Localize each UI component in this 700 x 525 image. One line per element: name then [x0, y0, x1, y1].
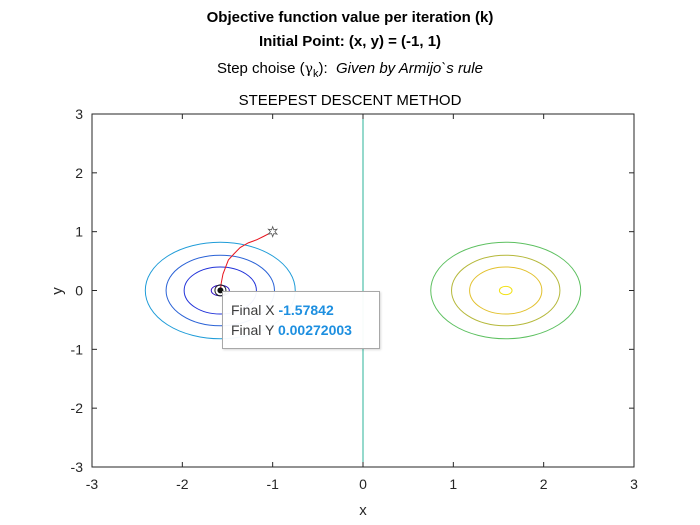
- datatip-y-label: Final Y: [231, 322, 275, 338]
- axes-title: STEEPEST DESCENT METHOD: [238, 92, 462, 109]
- contour-line-1: [183, 266, 257, 315]
- y-tick-label: -1: [71, 341, 84, 357]
- x-tick-label: 0: [359, 476, 367, 492]
- figure-title-line2: Initial Point: (x, y) = (-1, 1): [258, 33, 442, 50]
- x-tick-label: 3: [630, 476, 638, 492]
- datatip-y-value: 0.00272003: [277, 322, 352, 338]
- gamma-symbol: γ: [304, 61, 313, 77]
- datatip-x-value: -1.57842: [278, 302, 334, 318]
- step-rule: Given by Armijo`s rule: [335, 60, 483, 77]
- y-tick-label: 3: [75, 106, 83, 122]
- y-axis-label: y: [49, 287, 66, 295]
- contour-line-5: [430, 241, 582, 340]
- datatip-x-row: Final X -1.57842: [231, 300, 379, 320]
- contour-line-7: [469, 266, 543, 315]
- datatip-y-row: Final Y 0.00272003: [231, 320, 379, 340]
- y-tick-label: 1: [75, 224, 83, 240]
- x-axis-label: x: [359, 502, 367, 519]
- step-label: Step choise (: [217, 60, 305, 77]
- datatip-x-label: Final X: [231, 302, 275, 318]
- contour-line-2: [165, 254, 275, 327]
- step-label-suffix: ):: [318, 60, 328, 77]
- gamma-subscript: k: [312, 68, 319, 80]
- y-tick-label: -3: [71, 459, 84, 475]
- descent-path-layer: [219, 231, 273, 291]
- datatip[interactable]: Final X -1.57842 Final Y 0.00272003: [222, 291, 380, 349]
- y-tick-label: 0: [75, 283, 83, 299]
- descent-path-0: [219, 231, 273, 291]
- x-tick-label: -2: [176, 476, 189, 492]
- x-tick-label: -3: [86, 476, 99, 492]
- final-point-marker[interactable]: [214, 284, 227, 297]
- contour-line-8: [498, 285, 513, 296]
- final-point-dot: [217, 287, 224, 294]
- start-point-marker: [267, 225, 279, 238]
- figure-title-line3: Step choise (γk): Given by Armijo`s rule: [0, 60, 700, 80]
- y-tick-label: 2: [75, 165, 83, 181]
- x-tick-label: 2: [540, 476, 548, 492]
- markers-layer: [214, 225, 279, 297]
- figure-title-line1: Objective function value per iteration (…: [206, 9, 494, 26]
- y-tick-label: -2: [71, 400, 84, 416]
- contour-line-6: [451, 254, 561, 327]
- ticks-layer: -3 -2 -1 0 1 2 3 -3 -2 -1 0 1 2 3: [71, 106, 639, 492]
- x-tick-label: -1: [266, 476, 279, 492]
- x-tick-label: 1: [449, 476, 457, 492]
- contour-line-3: [144, 241, 296, 340]
